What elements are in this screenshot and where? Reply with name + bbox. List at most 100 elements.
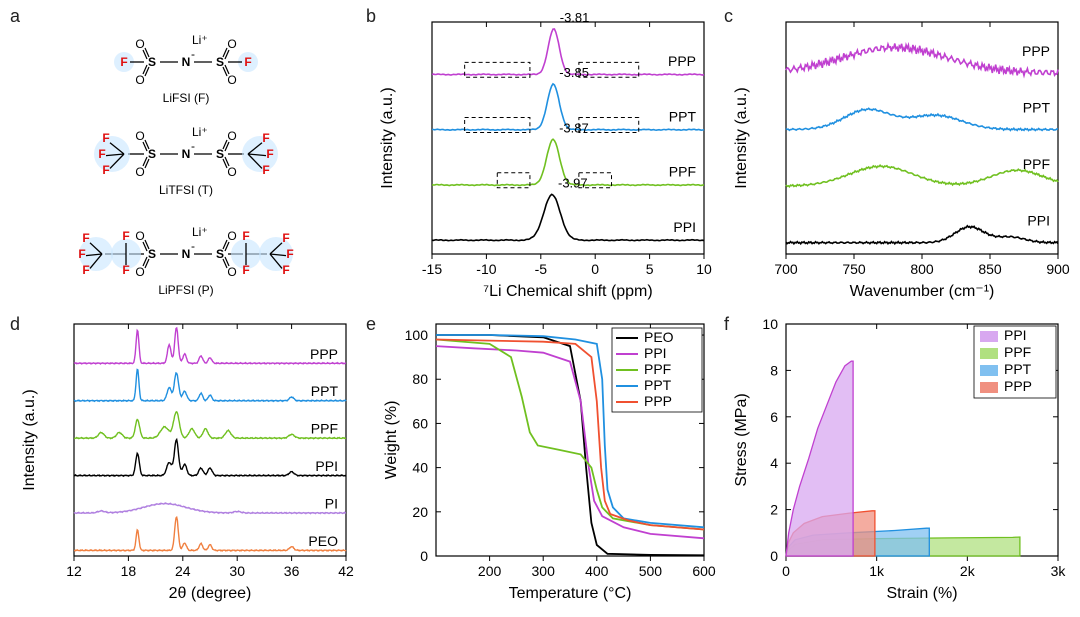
svg-text:O: O — [227, 229, 236, 243]
svg-text:18: 18 — [121, 563, 137, 579]
panel-c: 700750800850900Wavenumber (cm⁻¹)Intensit… — [728, 10, 1072, 310]
svg-text:O: O — [227, 37, 236, 51]
panel-d: 1218243036422θ (degree)Intensity (a.u.)P… — [16, 316, 360, 612]
svg-text:2: 2 — [770, 502, 778, 518]
svg-text:PPT: PPT — [1023, 100, 1051, 116]
panel-f-svg: 01k2k3k0246810Strain (%)Stress (MPa)PPIP… — [728, 316, 1072, 612]
svg-text:F: F — [266, 147, 273, 161]
svg-text:200: 200 — [478, 563, 502, 579]
svg-text:F: F — [282, 263, 289, 277]
svg-text:PPI: PPI — [315, 458, 338, 474]
svg-text:F: F — [82, 231, 89, 245]
svg-text:0: 0 — [782, 563, 790, 579]
svg-text:100: 100 — [405, 327, 429, 343]
svg-text:PPF: PPF — [1004, 344, 1031, 360]
svg-text:80: 80 — [412, 371, 428, 387]
svg-text:PI: PI — [325, 495, 338, 511]
svg-text:LiTFSI (T): LiTFSI (T) — [159, 183, 213, 197]
svg-text:600: 600 — [692, 563, 716, 579]
svg-text:F: F — [282, 231, 289, 245]
svg-text:Li⁺: Li⁺ — [192, 125, 208, 139]
svg-text:-15: -15 — [422, 261, 442, 277]
svg-text:O: O — [135, 73, 144, 87]
svg-text:0: 0 — [591, 261, 599, 277]
svg-text:750: 750 — [842, 261, 866, 277]
figure-root: a b c d e f N-Li⁺SOOFSOOFLiFSI (F)N-Li⁺S… — [0, 0, 1080, 617]
svg-text:PPP: PPP — [310, 346, 338, 362]
svg-text:10: 10 — [762, 316, 778, 332]
svg-text:500: 500 — [639, 563, 663, 579]
svg-text:O: O — [135, 229, 144, 243]
svg-text:O: O — [227, 165, 236, 179]
svg-text:F: F — [82, 263, 89, 277]
svg-text:LiPFSI (P): LiPFSI (P) — [158, 283, 213, 297]
svg-text:PPT: PPT — [669, 108, 697, 124]
panel-a-svg: N-Li⁺SOOFSOOFLiFSI (F)N-Li⁺SOOFFFSOOFFFL… — [16, 16, 356, 310]
svg-text:12: 12 — [66, 563, 82, 579]
svg-text:8: 8 — [770, 362, 778, 378]
svg-text:F: F — [122, 263, 129, 277]
svg-text:N: N — [182, 247, 191, 261]
svg-text:-: - — [191, 139, 195, 153]
svg-text:2k: 2k — [960, 563, 976, 579]
svg-text:S: S — [148, 147, 156, 161]
svg-text:24: 24 — [175, 563, 191, 579]
panel-b: -15-10-50510⁷Li Chemical shift (ppm)Inte… — [374, 10, 718, 310]
svg-text:Stress (MPa): Stress (MPa) — [733, 393, 750, 486]
svg-text:PPF: PPF — [1023, 156, 1050, 172]
svg-text:900: 900 — [1046, 261, 1070, 277]
svg-text:F: F — [78, 247, 85, 261]
svg-text:3k: 3k — [1051, 563, 1067, 579]
svg-text:O: O — [227, 129, 236, 143]
svg-text:10: 10 — [696, 261, 712, 277]
svg-text:PPF: PPF — [311, 421, 338, 437]
panel-f: 01k2k3k0246810Strain (%)Stress (MPa)PPIP… — [728, 316, 1072, 612]
svg-text:O: O — [135, 129, 144, 143]
svg-text:PPI: PPI — [1027, 213, 1050, 229]
svg-text:PPP: PPP — [668, 53, 696, 69]
svg-text:O: O — [135, 37, 144, 51]
svg-text:-3.87: -3.87 — [559, 120, 589, 135]
svg-text:PEO: PEO — [308, 533, 338, 549]
svg-text:6: 6 — [770, 409, 778, 425]
svg-text:300: 300 — [532, 563, 556, 579]
svg-text:O: O — [227, 265, 236, 279]
svg-text:O: O — [135, 265, 144, 279]
svg-text:LiFSI (F): LiFSI (F) — [163, 91, 210, 105]
svg-text:F: F — [286, 247, 293, 261]
svg-text:PEO: PEO — [644, 329, 674, 345]
svg-text:PPI: PPI — [673, 219, 696, 235]
svg-text:60: 60 — [412, 415, 428, 431]
svg-text:N: N — [182, 55, 191, 69]
svg-text:O: O — [227, 73, 236, 87]
svg-text:Strain (%): Strain (%) — [886, 585, 957, 602]
svg-text:F: F — [102, 131, 109, 145]
svg-text:PPP: PPP — [644, 393, 672, 409]
svg-text:400: 400 — [585, 563, 609, 579]
svg-text:42: 42 — [338, 563, 354, 579]
svg-text:850: 850 — [978, 261, 1002, 277]
svg-text:0: 0 — [770, 548, 778, 564]
svg-text:⁷Li Chemical shift (ppm): ⁷Li Chemical shift (ppm) — [483, 283, 652, 300]
panel-e: 200300400500600020406080100Temperature (… — [374, 316, 718, 612]
svg-text:40: 40 — [412, 460, 428, 476]
svg-text:F: F — [262, 131, 269, 145]
svg-text:F: F — [262, 163, 269, 177]
svg-text:-: - — [191, 47, 195, 61]
panel-a: N-Li⁺SOOFSOOFLiFSI (F)N-Li⁺SOOFFFSOOFFFL… — [16, 16, 356, 310]
panel-e-svg: 200300400500600020406080100Temperature (… — [374, 316, 718, 612]
svg-text:PPT: PPT — [1004, 361, 1032, 377]
svg-text:S: S — [216, 247, 224, 261]
svg-text:Intensity (a.u.): Intensity (a.u.) — [21, 389, 38, 490]
panel-d-svg: 1218243036422θ (degree)Intensity (a.u.)P… — [16, 316, 360, 612]
svg-text:F: F — [102, 163, 109, 177]
svg-text:N: N — [182, 147, 191, 161]
svg-text:PPF: PPF — [644, 361, 671, 377]
svg-text:-: - — [191, 239, 195, 253]
panel-b-svg: -15-10-50510⁷Li Chemical shift (ppm)Inte… — [374, 10, 718, 310]
svg-text:0: 0 — [420, 548, 428, 564]
svg-text:S: S — [216, 147, 224, 161]
svg-text:-5: -5 — [535, 261, 548, 277]
svg-text:Intensity (a.u.): Intensity (a.u.) — [733, 87, 750, 188]
svg-text:800: 800 — [910, 261, 934, 277]
